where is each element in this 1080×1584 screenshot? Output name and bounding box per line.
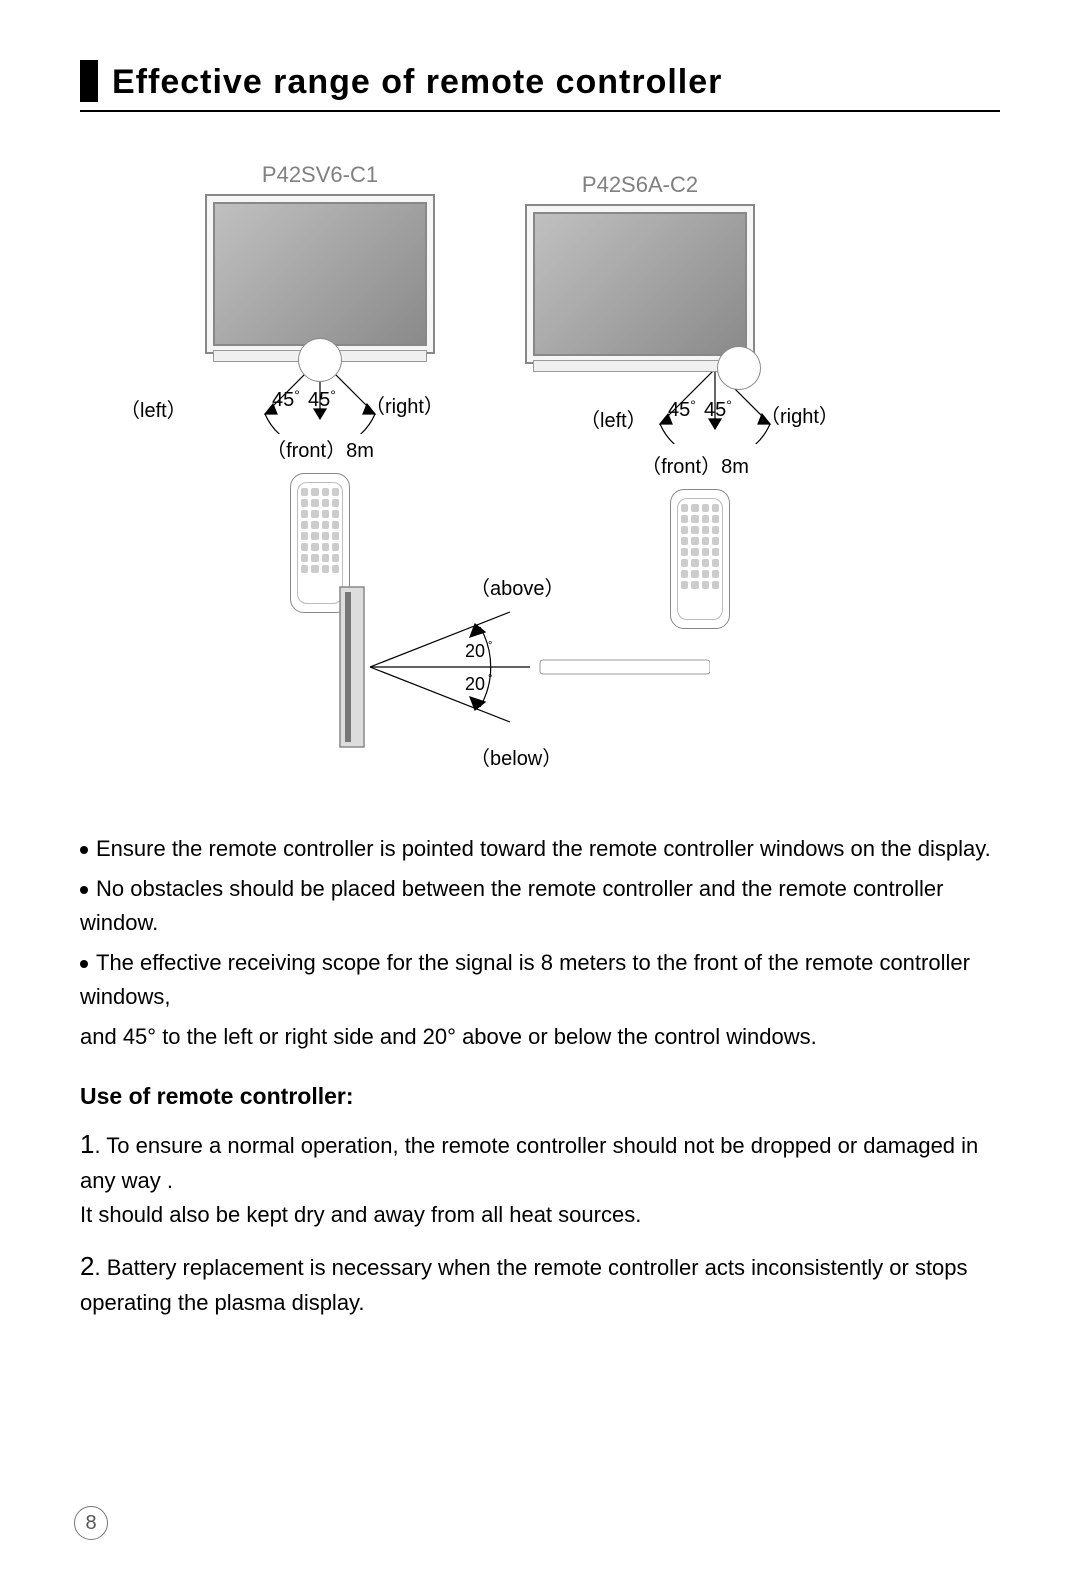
use-heading: Use of remote controller:: [80, 1083, 1000, 1110]
tv-block-left: P42SV6-C1 （left） 45°: [190, 162, 450, 613]
tv-screen: [213, 202, 427, 346]
side-view-diagram-icon: 20 ° 20 °: [330, 582, 710, 762]
svg-text:°: °: [488, 673, 492, 685]
bullet-tail: and 45° to the left or right side and 20…: [80, 1020, 1000, 1054]
numbered-item-tail: It should also be kept dry and away from…: [80, 1198, 1000, 1232]
bullet-list: Ensure the remote controller is pointed …: [80, 832, 1000, 1055]
bullet-item: Ensure the remote controller is pointed …: [80, 832, 1000, 866]
tv-block-right: P42S6A-C2 （left） 45° 45° （: [510, 172, 770, 629]
right-label: （right）: [365, 390, 444, 419]
title-accent-bar: [80, 60, 98, 102]
manual-page: Effective range of remote controller P42…: [0, 0, 1080, 1584]
tv-bezel-strip: [533, 360, 747, 372]
model-label-right: P42S6A-C2: [510, 172, 770, 198]
diagram-area: P42SV6-C1 （left） 45°: [80, 162, 1000, 802]
title-row: Effective range of remote controller: [80, 60, 1000, 112]
above-label: （above）: [470, 572, 565, 601]
bullet-item: The effective receiving scope for the si…: [80, 946, 1000, 1014]
tv-frame: [205, 194, 435, 354]
ir-sensor-circle: [298, 338, 342, 382]
numbered-item: 1. To ensure a normal operation, the rem…: [80, 1124, 1000, 1198]
angle-right-value: 45°: [308, 387, 336, 412]
bullet-item: No obstacles should be placed between th…: [80, 872, 1000, 940]
tv-frame: [525, 204, 755, 364]
page-title: Effective range of remote controller: [112, 63, 722, 102]
model-label-left: P42SV6-C1: [190, 162, 450, 188]
angle-left-value: 45°: [668, 397, 696, 422]
svg-text:20: 20: [465, 674, 485, 694]
ir-sensor-circle: [717, 346, 761, 390]
angle-left-value: 45°: [272, 387, 300, 412]
numbered-item: 2. Battery replacement is necessary when…: [80, 1246, 1000, 1320]
angle-right-value: 45°: [704, 397, 732, 422]
front-distance-label: （front）8m: [190, 434, 450, 463]
tv-screen: [533, 212, 747, 356]
numbered-list: 1. To ensure a normal operation, the rem…: [80, 1124, 1000, 1321]
front-distance-label: （front）8m: [620, 450, 770, 479]
side-view-block: （above） 20 ° 20 °: [330, 582, 710, 762]
page-number: 8: [74, 1506, 108, 1540]
item-number: 1: [80, 1129, 94, 1159]
below-label: （below）: [470, 742, 562, 771]
svg-text:20: 20: [465, 641, 485, 661]
right-label: （right）: [760, 400, 839, 429]
svg-text:°: °: [488, 640, 492, 652]
left-label: （left）: [120, 394, 187, 423]
left-label: （left）: [580, 404, 647, 433]
item-number: 2: [80, 1251, 94, 1281]
